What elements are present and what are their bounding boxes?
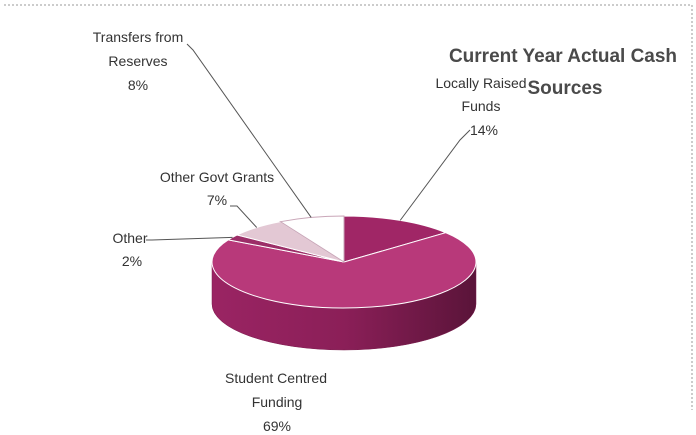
- slice-pct-other: 2%: [122, 253, 142, 269]
- pie-slice-transfers-from-reserves: [279, 215, 345, 263]
- slice-label-student-centred-line2: Funding: [252, 394, 303, 410]
- leader-line-other: [146, 236, 233, 241]
- pie-slice-locally-raised-funds: [343, 215, 448, 263]
- slice-label-other: Other: [112, 230, 147, 246]
- slice-label-student-centred-line1: Student Centred: [225, 370, 327, 386]
- slice-label-other-govt-grants: Other Govt Grants: [160, 169, 274, 185]
- slice-pct-transfers: 8%: [128, 77, 148, 93]
- slice-label-locally-raised-line2: Funds: [462, 98, 501, 114]
- slice-pct-student-centred: 69%: [263, 418, 291, 434]
- slice-label-locally-raised-line1: Locally Raised: [435, 75, 526, 91]
- pie-group: [211, 215, 477, 351]
- leader-line-transfers: [186, 43, 312, 218]
- chart-title-line2: Sources: [528, 78, 603, 99]
- slice-label-transfers-line2: Reserves: [108, 53, 167, 69]
- slice-pct-other-govt-grants: 7%: [207, 192, 227, 208]
- pie-slice-student-centred-funding: [211, 232, 477, 309]
- chart-title-line1: Current Year Actual Cash: [449, 46, 677, 67]
- slice-pct-locally-raised: 14%: [470, 122, 498, 138]
- leader-line-locally-raised: [399, 129, 471, 221]
- slice-label-transfers-line1: Transfers from: [93, 29, 184, 45]
- leader-line-other-govt-grants: [230, 205, 258, 228]
- leader-lines: [146, 43, 471, 241]
